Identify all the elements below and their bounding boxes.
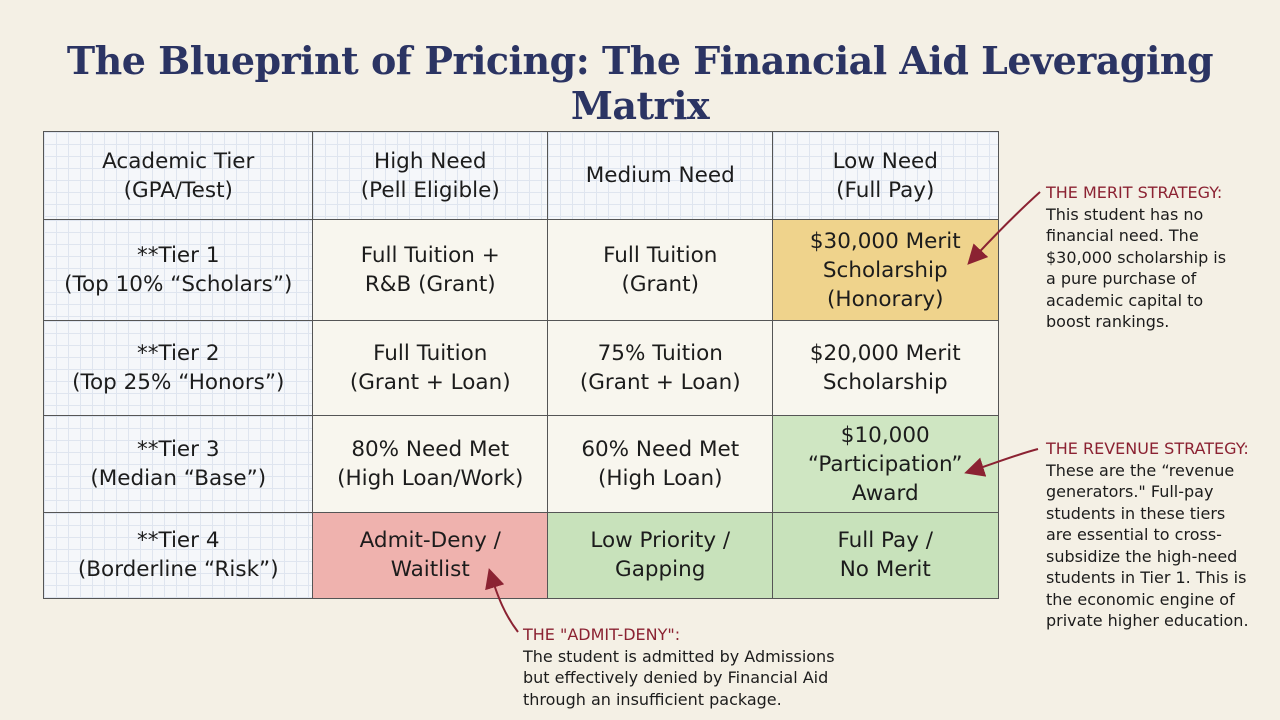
annotation: THE REVENUE STRATEGY: These are the “reve… bbox=[1046, 438, 1249, 632]
annotation-line: students in these tiers bbox=[1046, 503, 1226, 523]
table-cell: **Tier 3 (Median “Base”) bbox=[43, 415, 314, 514]
cell-line: (Pell Eligible) bbox=[360, 177, 500, 203]
table-cell: Admit-Deny / Waitlist bbox=[312, 512, 549, 599]
annotation-line: a pure purchase of bbox=[1046, 269, 1197, 288]
annotation-line: but effectively denied by Financial Aid bbox=[523, 668, 829, 687]
annotation-line: the economic engine of bbox=[1046, 589, 1235, 609]
cell-line: (High Loan/Work) bbox=[337, 466, 524, 492]
revenue-arrow bbox=[964, 448, 1039, 477]
cell-line: No Merit bbox=[839, 557, 931, 583]
annotation-line: are essential to cross- bbox=[1046, 525, 1222, 544]
table-cell: $10,000 “Participation” Award bbox=[772, 415, 999, 514]
cell-line: (Full Pay) bbox=[836, 177, 935, 203]
cell-line: (Median “Base”) bbox=[90, 466, 267, 492]
cell-line: **Tier 4 bbox=[136, 528, 220, 554]
cell-line: $10,000 bbox=[840, 422, 930, 448]
cell-line: Scholarship bbox=[822, 257, 948, 283]
cell-line: **Tier 3 bbox=[136, 437, 220, 463]
table-cell: Full Tuition (Grant + Loan) bbox=[312, 320, 549, 417]
cell-line: (Grant + Loan) bbox=[349, 370, 511, 396]
annotation-line: $30,000 scholarship is bbox=[1046, 247, 1227, 267]
cell-line: $30,000 Merit bbox=[809, 228, 961, 254]
cell-line: High Need bbox=[374, 148, 487, 174]
table-cell: 75% Tuition (Grant + Loan) bbox=[547, 320, 774, 417]
annotation-line: These are the “revenue bbox=[1046, 460, 1235, 480]
annotation-line: through an insufficient package. bbox=[523, 689, 782, 709]
annotation-line: boost rankings. bbox=[1046, 312, 1170, 331]
cell-line: (Honorary) bbox=[827, 286, 944, 312]
cell-line: 80% Need Met bbox=[351, 437, 510, 463]
table-cell: Low Priority / Gapping bbox=[547, 512, 774, 599]
cell-line: (Top 25% “Honors”) bbox=[72, 370, 285, 396]
annotation-line: private higher education. bbox=[1046, 611, 1249, 630]
header-cell: High Need (Pell Eligible) bbox=[312, 131, 549, 221]
annotation-line: academic capital to bbox=[1046, 290, 1204, 310]
cell-line: Full Tuition bbox=[603, 243, 718, 269]
cell-line: Award bbox=[851, 480, 919, 506]
cell-line: Waitlist bbox=[390, 557, 470, 583]
table-cell: Full Tuition + R&B (Grant) bbox=[312, 219, 549, 322]
cell-line: Low Priority / bbox=[590, 528, 731, 554]
annotation: THE MERIT STRATEGY: This student has no fi… bbox=[1046, 182, 1226, 333]
table-cell: **Tier 2 (Top 25% “Honors”) bbox=[43, 320, 314, 417]
cell-line: Admit-Deny / bbox=[359, 528, 501, 554]
annotation-line: students in Tier 1. This is bbox=[1046, 568, 1247, 587]
cell-line: Academic Tier bbox=[102, 148, 255, 174]
cell-line: Full Pay / bbox=[837, 528, 934, 554]
cell-line: **Tier 2 bbox=[136, 341, 220, 367]
cell-line: Gapping bbox=[615, 557, 706, 583]
cell-line: 60% Need Met bbox=[581, 437, 740, 463]
cell-line: (Top 10% “Scholars”) bbox=[64, 272, 293, 298]
annotation-title: THE "ADMIT-DENY": bbox=[523, 625, 681, 644]
annotation-line: financial need. The bbox=[1046, 226, 1199, 245]
annotation-title: THE MERIT STRATEGY: bbox=[1046, 183, 1223, 202]
title: The Blueprint of Pricing: The Financial … bbox=[66, 38, 1214, 128]
table-cell: **Tier 1 (Top 10% “Scholars”) bbox=[43, 219, 314, 322]
cell-line: Full Tuition bbox=[373, 341, 488, 367]
table-cell: $20,000 Merit Scholarship bbox=[772, 320, 999, 417]
table-cell: 80% Need Met (High Loan/Work) bbox=[312, 415, 549, 514]
annotation-line: generators." Full-pay bbox=[1046, 482, 1214, 501]
annotation-line: The student is admitted by Admissions bbox=[523, 646, 835, 666]
admit-deny-arrow bbox=[485, 568, 519, 633]
cell-line: $20,000 Merit bbox=[809, 341, 961, 367]
cell-line: (Grant + Loan) bbox=[579, 370, 741, 396]
cell-line: Low Need bbox=[832, 148, 938, 174]
table-cell: $30,000 Merit Scholarship (Honorary) bbox=[772, 219, 999, 322]
header-cell: Low Need (Full Pay) bbox=[772, 131, 999, 221]
table-cell: **Tier 4 (Borderline “Risk”) bbox=[43, 512, 314, 599]
cell-line: **Tier 1 bbox=[136, 243, 220, 269]
merit-arrow bbox=[967, 191, 1041, 265]
cell-line: R&B (Grant) bbox=[364, 272, 496, 298]
annotation-title: THE REVENUE STRATEGY: bbox=[1046, 439, 1249, 458]
header-cell: Medium Need bbox=[547, 131, 774, 221]
cell-line: (Grant) bbox=[621, 272, 699, 298]
cell-line: 75% Tuition bbox=[597, 341, 723, 367]
cell-line: Scholarship bbox=[822, 370, 948, 396]
cell-line: Medium Need bbox=[585, 163, 735, 189]
cell-line: (GPA/Test) bbox=[123, 177, 233, 203]
cell-line: Full Tuition + bbox=[360, 243, 500, 269]
annotation-line: This student has no bbox=[1046, 204, 1204, 224]
annotation-line: subsidize the high-need bbox=[1046, 546, 1238, 566]
table-cell: Full Pay / No Merit bbox=[772, 512, 999, 599]
cell-line: (Borderline “Risk”) bbox=[77, 557, 279, 583]
cell-line: “Participation” bbox=[807, 451, 963, 477]
cell-line: (High Loan) bbox=[597, 466, 723, 492]
annotation: THE "ADMIT-DENY": The student is admitted… bbox=[523, 624, 835, 710]
